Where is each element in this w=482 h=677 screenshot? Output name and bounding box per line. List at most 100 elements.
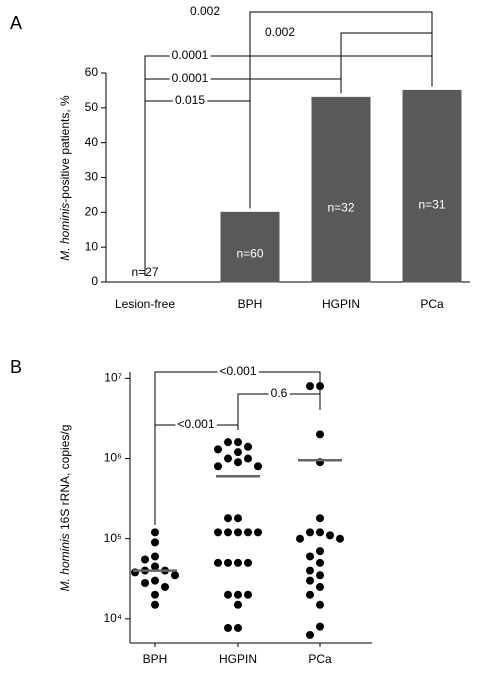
y-label-italic: M. hominis [58, 533, 72, 591]
p-value: 0.0001 [172, 48, 209, 62]
dot [306, 566, 314, 575]
dot [151, 562, 159, 571]
p-value-bg [268, 386, 290, 401]
dot [316, 547, 324, 556]
dot [151, 576, 159, 585]
p-value: 0.015 [175, 93, 205, 107]
dot [214, 445, 222, 454]
p-value-bg [217, 364, 259, 379]
dot [316, 514, 324, 523]
dot [151, 600, 159, 609]
y-tick-label: 40 [85, 135, 99, 149]
dot [244, 558, 252, 567]
bar-label: n=31 [418, 198, 445, 212]
bracket [144, 55, 433, 276]
p-value: 0.0001 [172, 71, 209, 85]
y-tick-label: 10⁷ [104, 371, 122, 385]
dot [151, 552, 159, 561]
p-value-bg [169, 71, 211, 86]
dot [306, 576, 314, 585]
dot [224, 454, 232, 463]
dot [224, 514, 232, 523]
dot [316, 430, 324, 439]
bar [220, 211, 280, 283]
y-tick-label: 0 [91, 274, 98, 288]
dot [254, 462, 262, 471]
y-tick-label: 10 [85, 239, 99, 253]
dot [224, 558, 232, 567]
dot [224, 528, 232, 537]
p-value: 0.6 [271, 386, 288, 400]
x-tick-label: HGPIN [322, 297, 360, 311]
dot [306, 528, 314, 537]
dot [326, 531, 334, 540]
dot [306, 382, 314, 391]
x-tick-label: BPH [238, 297, 263, 311]
y-tick-label: 10⁶ [104, 451, 122, 465]
y-axis-label: M. hominis 16S rRNA, copies/g [58, 425, 72, 592]
dot [306, 552, 314, 561]
y-axis-label: M. hominis-positive patients, % [58, 95, 72, 261]
p-value: <0.001 [219, 364, 256, 378]
dot [141, 579, 149, 588]
y-tick-label: 60 [85, 65, 99, 79]
dot [151, 538, 159, 547]
bracket [340, 32, 433, 92]
dot [224, 438, 232, 447]
dot [316, 558, 324, 567]
p-value-bg [169, 48, 211, 63]
dot [161, 582, 169, 591]
dot [224, 590, 232, 599]
dot [336, 534, 344, 543]
dot [316, 622, 324, 631]
y-tick-label: 10⁴ [103, 611, 122, 625]
x-tick-label: BPH [143, 652, 168, 666]
dot [214, 462, 222, 471]
bar-label: n=60 [236, 246, 263, 260]
p-value-bg [262, 25, 298, 40]
x-tick-label: Lesion-free [115, 297, 175, 311]
dot [254, 528, 262, 537]
y-label-text: -positive patients, % [58, 95, 72, 203]
dot [244, 590, 252, 599]
dot [234, 623, 242, 632]
dot [224, 623, 232, 632]
p-value: 0.002 [190, 4, 220, 18]
bar-label: n=32 [327, 200, 354, 214]
dot [306, 630, 314, 639]
bar [402, 89, 462, 283]
x-tick-label: PCa [420, 297, 444, 311]
x-tick-label: PCa [308, 652, 332, 666]
dot [234, 590, 242, 599]
dot [316, 571, 324, 580]
dot [316, 582, 324, 591]
p-value-bg [172, 93, 208, 108]
dot [234, 458, 242, 467]
y-tick-label: 20 [85, 205, 99, 219]
y-tick-label: 30 [85, 170, 99, 184]
dot [234, 448, 242, 457]
dot [296, 534, 304, 543]
p-value-bg [175, 417, 217, 432]
dot [234, 514, 242, 523]
dot [306, 590, 314, 599]
dot [234, 600, 242, 609]
y-tick-label: 10⁵ [104, 531, 122, 545]
y-label-text: 16S rRNA, copies/g [58, 425, 72, 534]
dot [234, 528, 242, 537]
dot [316, 528, 324, 537]
dot [141, 555, 149, 564]
y-label-italic: M. hominis [58, 203, 72, 261]
p-value-bg [187, 4, 223, 19]
p-value: 0.002 [265, 25, 295, 39]
bar [311, 96, 371, 283]
x-tick-label: HGPIN [219, 652, 257, 666]
panel-label: A [10, 13, 22, 33]
dot [171, 571, 179, 580]
dot [316, 600, 324, 609]
dot [244, 528, 252, 537]
dot [214, 528, 222, 537]
y-tick-label: 50 [85, 100, 99, 114]
dot [234, 558, 242, 567]
